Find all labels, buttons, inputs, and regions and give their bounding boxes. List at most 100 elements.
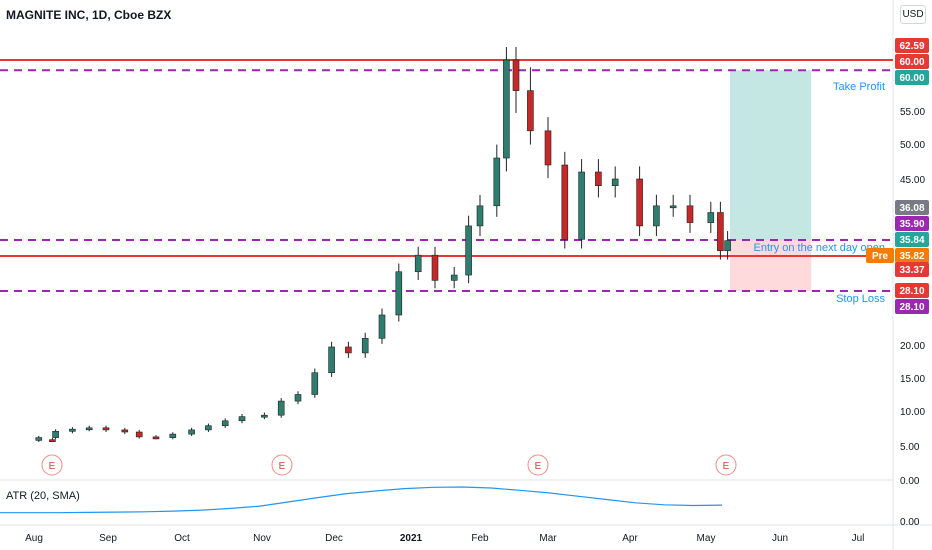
candle-body bbox=[121, 429, 129, 433]
price-tag bbox=[895, 262, 929, 277]
currency-button[interactable]: USD bbox=[900, 5, 926, 24]
candle-body bbox=[707, 212, 715, 223]
pre-tag-label: Pre bbox=[872, 251, 889, 262]
atr-label: ATR (20, SMA) bbox=[6, 490, 80, 502]
candle-body bbox=[476, 205, 484, 227]
stop-loss-zone bbox=[730, 240, 812, 291]
y-tick-label: 10.00 bbox=[900, 407, 925, 418]
symbol-title: MAGNITE INC, 1D, Cboe BZX bbox=[6, 8, 172, 22]
atr-tick-label: 0.00 bbox=[900, 476, 920, 487]
price-tag-label: 28.10 bbox=[899, 302, 924, 313]
x-tick-label: Mar bbox=[539, 533, 557, 544]
candle-body bbox=[653, 205, 660, 227]
candle-body bbox=[261, 414, 268, 418]
x-tick-label: Dec bbox=[325, 533, 343, 544]
x-tick-label: Jul bbox=[852, 533, 865, 544]
candle-body bbox=[205, 425, 212, 431]
price-tag bbox=[895, 232, 929, 247]
earnings-marker-label: E bbox=[723, 461, 730, 472]
earnings-marker[interactable] bbox=[271, 454, 293, 476]
candle-body bbox=[328, 346, 335, 374]
x-tick-label: May bbox=[697, 533, 716, 544]
candle-body bbox=[69, 428, 76, 432]
take-profit-zone bbox=[730, 70, 812, 240]
x-tick-label: Sep bbox=[99, 533, 117, 544]
price-tag-label: 60.00 bbox=[899, 73, 924, 84]
candle-body bbox=[465, 225, 472, 276]
x-tick-label: Feb bbox=[471, 533, 489, 544]
price-tag bbox=[895, 70, 929, 85]
candle-body bbox=[49, 439, 56, 443]
candle-body bbox=[188, 429, 195, 435]
candle-body bbox=[527, 90, 534, 132]
atr-line bbox=[0, 486, 723, 514]
price-tag bbox=[895, 248, 929, 263]
y-tick-label: 20.00 bbox=[900, 341, 925, 352]
candle-body bbox=[595, 171, 602, 187]
price-tag-label: 33.37 bbox=[899, 265, 924, 276]
candle-body bbox=[52, 430, 59, 438]
take-profit-label: Take Profit bbox=[833, 81, 885, 93]
candle-body bbox=[135, 431, 143, 438]
price-tag-label: 28.10 bbox=[899, 286, 924, 297]
candle-body bbox=[152, 436, 160, 440]
candle-body bbox=[561, 164, 569, 240]
candle-body bbox=[611, 178, 619, 187]
candle-body bbox=[378, 314, 386, 339]
candle-body bbox=[345, 346, 352, 354]
earnings-marker-label: E bbox=[535, 461, 542, 472]
candle-body bbox=[85, 427, 93, 431]
price-tag-label: 35.90 bbox=[899, 219, 924, 230]
y-tick-label: 55.00 bbox=[900, 107, 925, 118]
candle-body bbox=[221, 420, 229, 426]
y-tick-label: 15.00 bbox=[900, 374, 925, 385]
candle-body bbox=[102, 427, 110, 431]
price-tag bbox=[895, 283, 929, 298]
y-tick-label: 5.00 bbox=[900, 442, 920, 453]
candle-body bbox=[431, 254, 439, 281]
candle-body bbox=[686, 205, 694, 223]
candle-body bbox=[636, 178, 643, 227]
price-tag-label: 35.82 bbox=[899, 251, 924, 262]
candle-body bbox=[669, 205, 677, 209]
price-tag-label: 35.84 bbox=[899, 235, 924, 246]
price-tag bbox=[895, 216, 929, 231]
candle-body bbox=[277, 400, 285, 416]
candle-body bbox=[361, 338, 369, 354]
earnings-marker[interactable] bbox=[715, 454, 737, 476]
candle-body bbox=[294, 394, 302, 402]
atr-tick-label: 0.00 bbox=[900, 517, 920, 528]
candle-body bbox=[414, 254, 422, 273]
candle-body bbox=[724, 240, 731, 252]
candle-body bbox=[493, 157, 501, 207]
price-tag-label: 36.08 bbox=[899, 203, 924, 214]
x-tick-label: Oct bbox=[174, 533, 190, 544]
candle-body bbox=[311, 372, 319, 395]
candle-body bbox=[544, 130, 552, 166]
candle-body bbox=[717, 212, 724, 252]
earnings-marker[interactable] bbox=[527, 454, 549, 476]
pre-tag bbox=[866, 248, 894, 263]
candle-body bbox=[169, 433, 177, 438]
x-tick-label: Aug bbox=[25, 533, 43, 544]
candle-body bbox=[395, 271, 403, 316]
price-tag bbox=[895, 200, 929, 215]
price-tag bbox=[895, 38, 929, 53]
earnings-marker-label: E bbox=[49, 461, 56, 472]
candle-body bbox=[238, 416, 246, 422]
price-tag-label: 62.59 bbox=[899, 41, 924, 52]
x-tick-label: 2021 bbox=[400, 533, 423, 544]
candle-body bbox=[578, 171, 585, 240]
entry-label: Entry on the next day open bbox=[754, 242, 885, 254]
price-tag bbox=[895, 299, 929, 314]
price-tag bbox=[895, 54, 929, 69]
earnings-marker[interactable] bbox=[41, 454, 63, 476]
x-tick-label: Apr bbox=[622, 533, 638, 544]
y-tick-label: 50.00 bbox=[900, 140, 925, 151]
candle-body bbox=[512, 59, 520, 91]
price-tag-label: 60.00 bbox=[899, 57, 924, 68]
x-tick-label: Nov bbox=[253, 533, 271, 544]
y-tick-label: 45.00 bbox=[900, 175, 925, 186]
